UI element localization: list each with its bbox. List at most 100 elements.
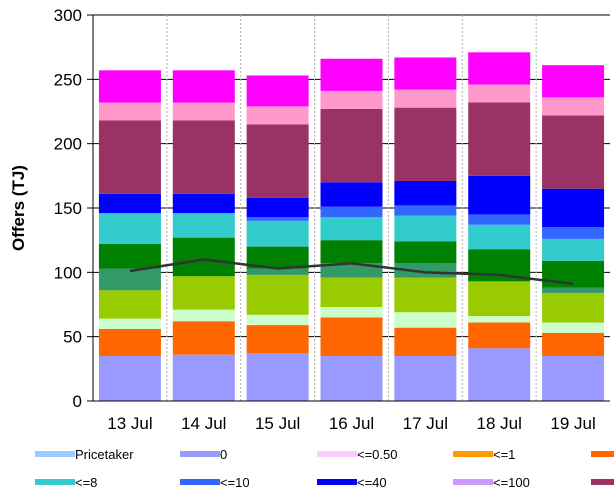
y-tick-label: 50 bbox=[63, 328, 82, 347]
bar-segment bbox=[542, 227, 605, 239]
legend-swatch bbox=[453, 451, 493, 457]
bar-segment bbox=[468, 322, 531, 349]
x-tick-label: 17 Jul bbox=[403, 414, 448, 433]
bar-segment bbox=[394, 327, 457, 356]
bar-segment bbox=[542, 322, 605, 333]
bar-segment bbox=[172, 354, 235, 401]
bar-segment bbox=[98, 102, 161, 121]
bar-segment bbox=[246, 246, 309, 269]
bar-segment bbox=[394, 277, 457, 313]
bar-segment bbox=[320, 240, 383, 264]
legend-label: <=8 bbox=[75, 475, 97, 490]
legend-label: <=0.50 bbox=[357, 447, 398, 462]
bar-segment bbox=[394, 107, 457, 181]
bar-segment bbox=[98, 355, 161, 401]
bar-segment bbox=[98, 244, 161, 269]
bar-segment bbox=[394, 355, 457, 401]
legend-label: <=40 bbox=[357, 475, 387, 490]
bar-segment bbox=[394, 241, 457, 264]
bar-segment bbox=[172, 276, 235, 310]
legend-swatch bbox=[35, 451, 75, 457]
legend-swatch bbox=[317, 479, 357, 485]
bar-segment bbox=[394, 89, 457, 108]
bar-segment bbox=[172, 213, 235, 238]
x-tick-label: 15 Jul bbox=[255, 414, 300, 433]
legend-label: Pricetaker bbox=[75, 447, 134, 462]
bar-segment bbox=[246, 353, 309, 401]
bar-segment bbox=[172, 102, 235, 121]
bar-segment bbox=[172, 237, 235, 277]
bar-segment bbox=[172, 321, 235, 355]
bar-segment bbox=[98, 70, 161, 103]
bar-segment bbox=[542, 115, 605, 189]
bar-segment bbox=[320, 217, 383, 241]
legend-swatch bbox=[453, 479, 493, 485]
bar-segment bbox=[246, 274, 309, 315]
bar-segment bbox=[246, 325, 309, 354]
bar-segment bbox=[246, 124, 309, 198]
bar-segment bbox=[394, 312, 457, 328]
bar-segment bbox=[468, 52, 531, 85]
bar-segment bbox=[320, 206, 383, 218]
y-tick-label: 100 bbox=[54, 263, 82, 282]
x-tick-label: 13 Jul bbox=[107, 414, 152, 433]
bar-segment bbox=[320, 263, 383, 278]
bars bbox=[98, 52, 605, 401]
x-tick-label: 18 Jul bbox=[477, 414, 522, 433]
bar-segment bbox=[468, 214, 531, 225]
bar-segment bbox=[468, 281, 531, 317]
bar-segment bbox=[542, 292, 605, 323]
bar-segment bbox=[246, 217, 309, 221]
bar-segment bbox=[98, 328, 161, 356]
legend: Pricetaker 0 <=0.50 <=1 <=8 <=10 <=40 <=100 bbox=[35, 447, 614, 490]
bar-segment bbox=[320, 182, 383, 207]
bar-segment bbox=[468, 348, 531, 401]
bar-segment bbox=[320, 90, 383, 109]
bar-segment bbox=[542, 287, 605, 293]
bar-segment bbox=[172, 309, 235, 322]
bar-segment bbox=[98, 318, 161, 329]
y-tick-label: 150 bbox=[54, 199, 82, 218]
y-tick-label: 300 bbox=[54, 6, 82, 25]
bar-segment bbox=[468, 175, 531, 215]
bar-segment bbox=[320, 317, 383, 356]
legend-swatch bbox=[180, 479, 220, 485]
x-tick-label: 19 Jul bbox=[550, 414, 595, 433]
bar-segment bbox=[468, 102, 531, 176]
bar-segment bbox=[246, 75, 309, 107]
legend-swatch bbox=[591, 451, 614, 457]
bar-segment bbox=[542, 65, 605, 98]
x-tick-label: 14 Jul bbox=[181, 414, 226, 433]
x-tick-label: 16 Jul bbox=[329, 414, 374, 433]
bar-segment bbox=[246, 220, 309, 247]
overlay-line bbox=[129, 258, 574, 286]
bar-segment bbox=[98, 290, 161, 319]
legend-label: 0 bbox=[220, 447, 227, 462]
legend-swatch bbox=[317, 451, 357, 457]
bar-segment bbox=[172, 120, 235, 194]
bar-segment bbox=[394, 180, 457, 206]
legend-label: <=100 bbox=[493, 475, 530, 490]
bar-segment bbox=[320, 58, 383, 91]
legend-label: <=1 bbox=[493, 447, 515, 462]
bar-segment bbox=[468, 316, 531, 323]
bar-segment bbox=[98, 120, 161, 194]
line-series bbox=[129, 258, 574, 286]
bar-segment bbox=[542, 355, 605, 401]
bar-segment bbox=[246, 314, 309, 326]
y-tick-label: 0 bbox=[73, 392, 82, 411]
legend-label: <=10 bbox=[220, 475, 250, 490]
bar-segment bbox=[468, 84, 531, 103]
bar-segment bbox=[394, 215, 457, 242]
bar-segment bbox=[246, 106, 309, 125]
bar-segment bbox=[246, 268, 309, 275]
bar-segment bbox=[542, 97, 605, 116]
bar-segment bbox=[98, 193, 161, 214]
bar-segment bbox=[320, 307, 383, 318]
y-tick-label: 250 bbox=[54, 70, 82, 89]
y-axis-title: Offers (TJ) bbox=[9, 165, 28, 251]
bar-segment bbox=[172, 70, 235, 103]
bar-segment bbox=[394, 205, 457, 216]
